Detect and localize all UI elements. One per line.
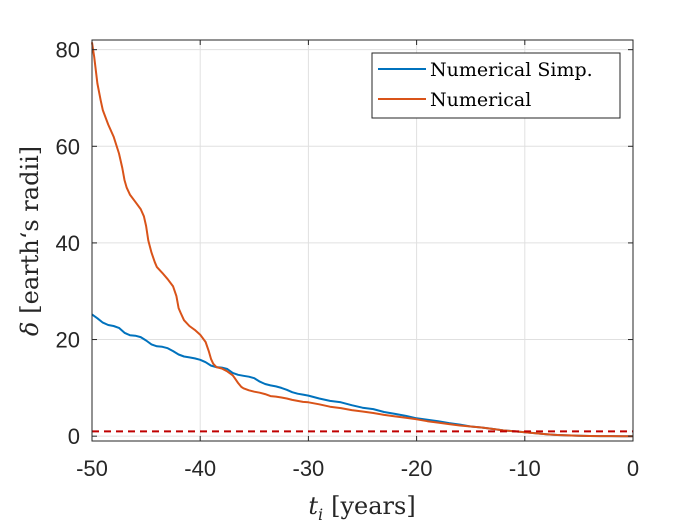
y-tick-label: 60 [56, 134, 80, 159]
legend-label-numerical-simp: Numerical Simp. [430, 59, 593, 81]
y-tick-label: 40 [56, 231, 80, 256]
plot-frame [91, 39, 634, 442]
x-axis-title: ti [years] [308, 492, 415, 524]
axis-ticks: -50 -40 -30 -20 -10 0 0 20 40 60 80 [56, 38, 640, 481]
y-tick-label: 20 [56, 328, 80, 353]
legend: Numerical Simp. Numerical [371, 52, 621, 119]
x-tick-label: -50 [76, 456, 108, 481]
x-tick-label: -20 [401, 456, 433, 481]
x-tick-label: -30 [293, 456, 325, 481]
legend-box [371, 52, 621, 119]
x-tick-label: 0 [627, 456, 639, 481]
grid [91, 40, 634, 441]
x-tick-label: -40 [184, 456, 216, 481]
x-tick-label: -10 [509, 456, 541, 481]
y-tick-label: 0 [68, 424, 80, 449]
y-axis-title: δ[earth‘s radii] [16, 146, 44, 336]
y-tick-label: 80 [56, 38, 80, 63]
legend-label-numerical: Numerical [430, 89, 531, 111]
series-line-1 [91, 42, 633, 438]
